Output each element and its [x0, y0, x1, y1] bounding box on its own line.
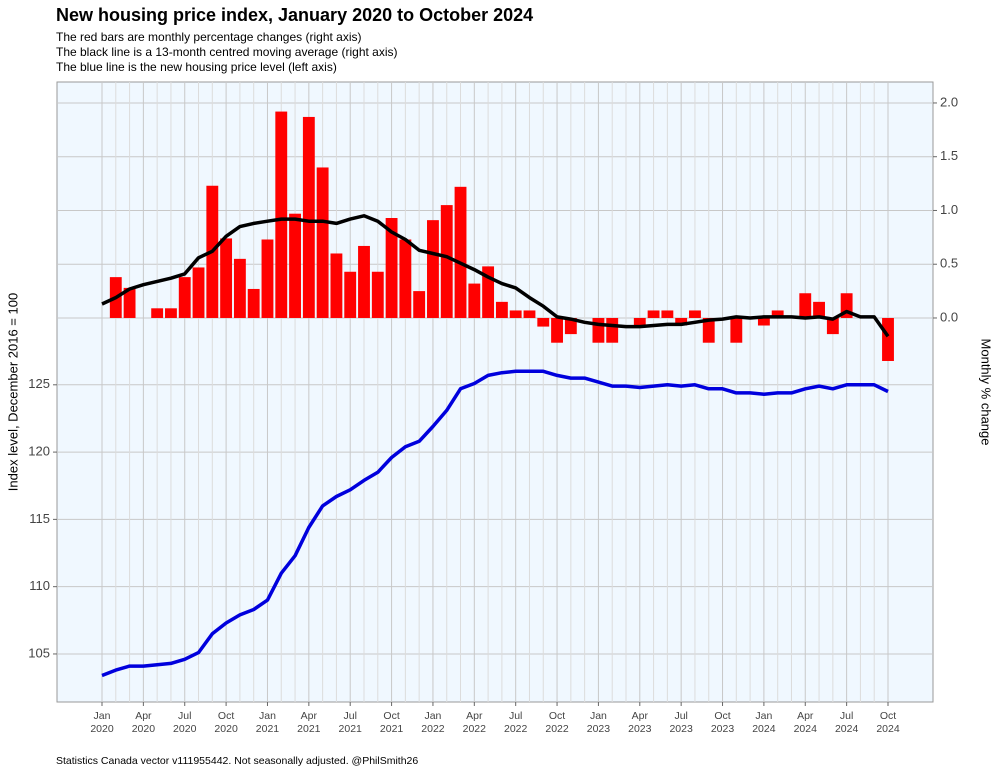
- subtitle: The red bars are monthly percentage chan…: [56, 30, 362, 44]
- bar: [606, 317, 619, 343]
- x-tick-label: Oct 2021: [380, 710, 404, 735]
- x-tick-label: Jul 2022: [504, 710, 528, 735]
- bar: [289, 213, 301, 318]
- bar: [454, 186, 467, 318]
- x-tick-label: Jan 2020: [90, 710, 114, 735]
- bar: [633, 317, 646, 326]
- y2-axis-label: Monthly % change: [979, 339, 994, 446]
- bar: [757, 317, 770, 326]
- bar: [344, 271, 357, 318]
- subtitle: The blue line is the new housing price l…: [56, 60, 337, 74]
- bar: [316, 167, 329, 318]
- x-tick-label: Apr 2024: [794, 710, 818, 735]
- x-tick-label: Apr 2020: [132, 710, 156, 735]
- x-tick-label: Oct 2023: [711, 710, 735, 735]
- x-tick-label: Jan 2021: [256, 710, 280, 735]
- bar: [675, 317, 688, 326]
- x-tick-label: Apr 2021: [297, 710, 321, 735]
- subtitle: The black line is a 13-month centred mov…: [56, 45, 398, 59]
- y2-tick-label: 0.5: [940, 256, 958, 271]
- x-tick-label: Apr 2022: [463, 710, 487, 735]
- bar: [440, 205, 453, 318]
- x-tick-label: Jan 2024: [752, 710, 776, 735]
- y-axis-label: Index level, December 2016 = 100: [5, 293, 20, 491]
- bar: [220, 238, 233, 318]
- bar: [413, 291, 426, 318]
- bar: [495, 301, 508, 318]
- bar: [840, 293, 853, 318]
- bar: [730, 317, 743, 343]
- y-tick-label: 105: [28, 645, 50, 660]
- plot-panel: [56, 81, 934, 703]
- bar: [330, 253, 343, 318]
- bar: [647, 310, 660, 318]
- bar: [509, 310, 522, 318]
- bar: [689, 310, 701, 318]
- bar: [702, 317, 715, 343]
- bar: [192, 267, 205, 318]
- caption: Statistics Canada vector v111955442. Not…: [56, 755, 418, 767]
- bar: [799, 293, 812, 318]
- bar: [178, 277, 191, 318]
- x-tick-label: Jan 2023: [587, 710, 611, 735]
- bar: [537, 317, 550, 327]
- x-tick-label: Jul 2023: [669, 710, 693, 735]
- bar: [165, 308, 177, 318]
- line: [101, 214, 890, 338]
- y2-tick-label: 2.0: [940, 94, 958, 109]
- bar: [882, 317, 894, 361]
- bar: [123, 287, 136, 318]
- x-tick-label: Jan 2022: [421, 710, 445, 735]
- bar: [275, 111, 288, 318]
- y-tick-label: 115: [29, 511, 50, 526]
- y2-tick-label: 1.5: [940, 148, 958, 163]
- bar: [826, 317, 839, 335]
- bar: [592, 317, 605, 343]
- x-tick-label: Oct 2024: [876, 710, 900, 735]
- bar: [302, 116, 315, 318]
- bar: [233, 258, 246, 318]
- bar: [482, 266, 495, 318]
- line: [101, 369, 889, 678]
- bar: [371, 271, 384, 318]
- bar: [771, 310, 784, 318]
- bar: [399, 239, 412, 318]
- x-tick-label: Oct 2022: [545, 710, 569, 735]
- y2-tick-label: 0.0: [940, 309, 958, 324]
- x-tick-label: Apr 2023: [628, 710, 652, 735]
- bar: [468, 283, 481, 318]
- bar: [151, 308, 164, 318]
- y-tick-label: 125: [28, 376, 50, 391]
- x-tick-label: Jul 2021: [339, 710, 363, 735]
- x-tick-label: Jul 2024: [835, 710, 859, 735]
- bar: [661, 310, 674, 318]
- bar: [564, 317, 577, 335]
- y-tick-label: 120: [28, 444, 50, 459]
- chart-title: New housing price index, January 2020 to…: [56, 5, 533, 25]
- y2-tick-label: 1.0: [940, 202, 958, 217]
- bar: [813, 301, 825, 318]
- bar: [427, 220, 439, 318]
- bar: [261, 239, 274, 318]
- y-tick-label: 110: [29, 578, 50, 593]
- x-tick-label: Jul 2020: [173, 710, 197, 735]
- bar: [523, 310, 536, 318]
- bar: [385, 217, 398, 318]
- bar: [551, 317, 563, 343]
- bar: [247, 288, 260, 318]
- x-tick-label: Oct 2020: [214, 710, 238, 735]
- bar: [358, 245, 370, 318]
